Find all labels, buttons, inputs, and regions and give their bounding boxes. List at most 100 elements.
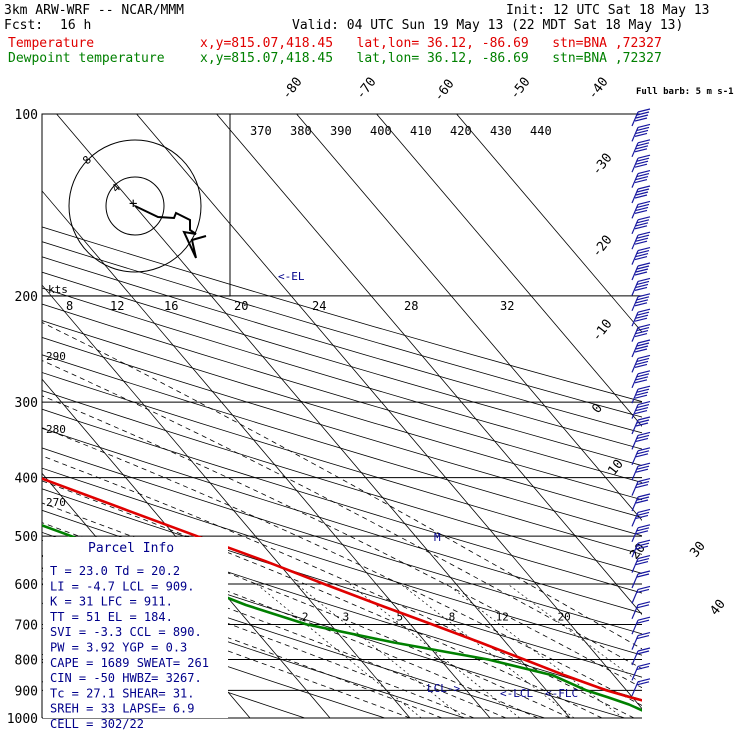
m-annotation: M xyxy=(434,531,441,544)
barb-flag xyxy=(636,650,650,655)
barb-flag xyxy=(636,496,650,501)
dry-adiabat xyxy=(42,390,642,574)
barb-staff xyxy=(631,388,639,404)
wind-barb xyxy=(631,262,651,281)
isotherm-label: -40 xyxy=(585,75,611,103)
hodograph-ring-label: 24 xyxy=(312,299,326,313)
pressure-tick-label: 1000 xyxy=(7,712,38,727)
hodograph-ring-inner xyxy=(105,176,165,236)
barb-flag xyxy=(637,462,651,467)
barb-flag xyxy=(634,256,648,261)
barb-flag xyxy=(635,345,649,350)
hodograph-ring-label: 16 xyxy=(164,299,178,313)
wind-barb xyxy=(631,185,651,204)
mixing-ratio-label: 20 xyxy=(558,611,571,624)
el-annotation: <-EL xyxy=(278,270,305,283)
wind-barb xyxy=(631,508,651,527)
wind-barb xyxy=(631,555,651,573)
barb-flag xyxy=(636,542,650,547)
moist-adiabat xyxy=(42,455,635,718)
wind-barb xyxy=(631,339,651,358)
theta-label: 420 xyxy=(450,124,472,138)
theta-label: 440 xyxy=(530,124,552,138)
pressure-tick-label: 600 xyxy=(15,578,38,593)
hodograph-ring-outer xyxy=(68,139,202,273)
isotherm xyxy=(56,114,571,718)
barb-flag xyxy=(634,410,648,415)
barb-flag xyxy=(635,407,649,412)
barb-flag xyxy=(637,200,651,205)
isotherm-label: -50 xyxy=(507,75,533,103)
wind-barb xyxy=(631,632,651,650)
dewpoint-location: x,y=815.07,418.45 lat,lon= 36.12, -86.69… xyxy=(200,51,662,66)
wind-barb xyxy=(631,478,651,496)
barb-flag xyxy=(637,678,651,683)
parcel-info-row: TT = 51 EL = 184. xyxy=(50,610,173,624)
barb-flag xyxy=(637,108,651,113)
barb-flag xyxy=(636,388,650,393)
parcel-info-row: CELL = 302/22 xyxy=(50,717,144,731)
barb-flag xyxy=(635,299,649,304)
moist-adiabat xyxy=(42,360,642,670)
barb-staff xyxy=(631,527,639,543)
barb-flag xyxy=(637,632,651,637)
barb-flag xyxy=(634,333,648,338)
barb-flag xyxy=(636,604,650,609)
parcel-info-row: CAPE = 1689 SWEAT= 261 xyxy=(50,656,209,670)
barb-flag xyxy=(635,545,649,550)
wind-barb xyxy=(631,585,651,604)
barb-flag xyxy=(635,530,649,535)
barb-staff xyxy=(631,327,639,342)
chart-annotations: <-EL LCL-> <-LCL <-FLC M xyxy=(278,270,578,700)
barb-flag xyxy=(636,311,650,316)
barb-flag xyxy=(636,357,650,362)
wind-barb xyxy=(631,154,651,173)
barb-flag xyxy=(634,240,648,245)
dry-adiabat xyxy=(42,602,385,718)
barb-flag xyxy=(637,139,651,144)
mixing-ratio-line xyxy=(296,583,464,718)
hodograph-ring-label: 12 xyxy=(110,299,124,313)
barb-flag xyxy=(637,262,651,267)
barb-flag xyxy=(635,330,649,335)
barb-flag xyxy=(636,157,650,162)
barb-staff xyxy=(631,250,639,265)
isotherm-label: 40 xyxy=(707,597,728,619)
barb-staff xyxy=(631,558,639,573)
barb-staff xyxy=(631,111,639,127)
theta-label: 410 xyxy=(410,124,432,138)
dry-adiabat xyxy=(42,241,642,418)
dry-adiabat xyxy=(42,226,642,402)
isotherm xyxy=(456,114,642,333)
barb-flag xyxy=(636,635,650,640)
barb-flag xyxy=(637,324,651,329)
wind-barb xyxy=(631,570,651,589)
barb-staff xyxy=(631,234,639,250)
wind-barb xyxy=(631,370,651,389)
barb-staff xyxy=(631,219,639,235)
wind-barb xyxy=(631,247,651,265)
wind-barb xyxy=(631,385,651,404)
moist-adiabat xyxy=(42,502,571,718)
barb-flag xyxy=(635,391,649,396)
dry-adiabat xyxy=(42,467,642,656)
wind-barb xyxy=(631,601,651,620)
pressure-tick-label: 400 xyxy=(15,472,38,487)
hodograph-units: kts xyxy=(48,283,68,296)
hodograph-trace xyxy=(134,205,207,259)
isotherm-label: -30 xyxy=(589,151,615,179)
wind-barb xyxy=(631,539,651,558)
wind-barb xyxy=(631,216,651,235)
isotherm xyxy=(42,190,491,718)
barb-flag xyxy=(634,394,648,399)
theta-label: 400 xyxy=(370,124,392,138)
isotherm xyxy=(296,114,642,521)
barb-flag xyxy=(636,342,650,347)
wind-barb-legend: Full barb: 5 m s-1 xyxy=(636,87,734,97)
barb-staff xyxy=(631,265,639,281)
barb-flag xyxy=(634,194,648,199)
dry-adiabat xyxy=(42,287,642,466)
barb-flag xyxy=(637,647,651,652)
model-title: 3km ARW-WRF -- NCAR/MMM xyxy=(4,3,185,18)
